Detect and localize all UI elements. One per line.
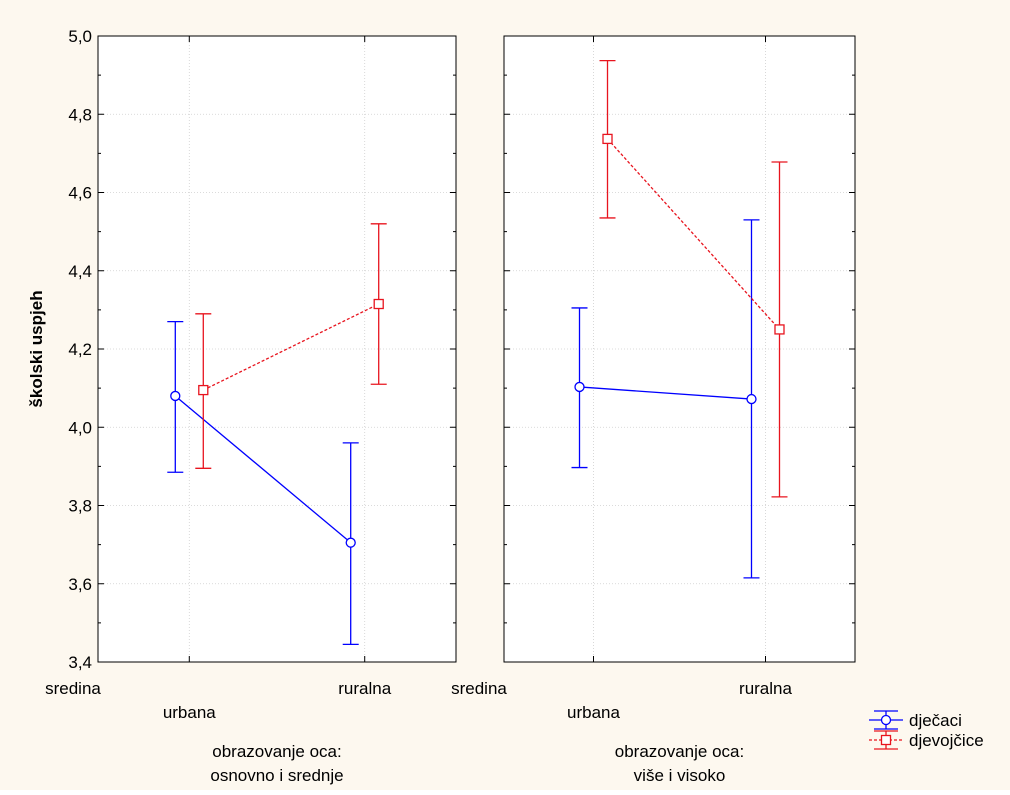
series-girls	[195, 223, 387, 469]
x-tick-label: ruralna	[338, 679, 391, 698]
data-point-square	[198, 384, 209, 396]
data-point-square	[373, 298, 384, 310]
plot-frame	[97, 35, 457, 663]
legend-marker-circle	[880, 714, 892, 726]
data-point-circle	[574, 381, 585, 393]
panel-title-line2: više i visoko	[634, 766, 726, 785]
plot-frame	[503, 35, 856, 663]
legend-item-boys: dječaci	[869, 710, 962, 730]
data-point-circle	[170, 390, 181, 402]
y-tick-label: 5,0	[68, 27, 92, 46]
panel-title-line2: osnovno i srednje	[210, 766, 343, 785]
x-axis-title: sredina	[451, 679, 507, 698]
y-tick-label: 4,2	[68, 340, 92, 359]
y-axis-title: školski uspjeh	[27, 290, 46, 407]
y-tick-label: 4,4	[68, 262, 92, 281]
y-tick-label: 3,8	[68, 497, 92, 516]
x-tick-label: ruralna	[739, 679, 792, 698]
panel-title-line1: obrazovanje oca:	[212, 742, 341, 761]
series-line	[174, 395, 352, 544]
data-point-circle	[345, 537, 356, 548]
series-boys	[571, 219, 760, 579]
x-tick-label: urbana	[567, 703, 620, 722]
data-point-square	[774, 324, 785, 335]
legend-label: dječaci	[909, 711, 962, 730]
x-axis-title: sredina	[45, 679, 101, 698]
legend-item-girls: djevojčice	[869, 730, 984, 750]
y-tick-label: 4,6	[68, 184, 92, 203]
y-tick-label: 4,8	[68, 105, 92, 124]
legend-marker-square	[880, 734, 892, 746]
series-girls	[599, 59, 788, 498]
y-tick-label: 3,6	[68, 575, 92, 594]
plot-area	[504, 36, 855, 662]
y-tick-label: 4,0	[68, 418, 92, 437]
data-point-circle	[746, 393, 757, 405]
y-tick-label: 3,4	[68, 653, 92, 672]
series-line	[607, 138, 780, 330]
panel-1: sredina urbana ruralna obrazovanje oca: osno…	[45, 35, 457, 785]
legend-label: djevojčice	[909, 731, 984, 750]
x-tick-label: urbana	[163, 703, 216, 722]
plot-area	[98, 36, 456, 662]
series-boys	[167, 320, 359, 646]
data-point-square	[602, 133, 613, 145]
series-line	[203, 303, 379, 391]
panel-2: sredina urbana ruralna obrazovanje oca: više…	[451, 35, 856, 785]
series-line	[579, 386, 752, 400]
panel-title-line1: obrazovanje oca:	[615, 742, 744, 761]
